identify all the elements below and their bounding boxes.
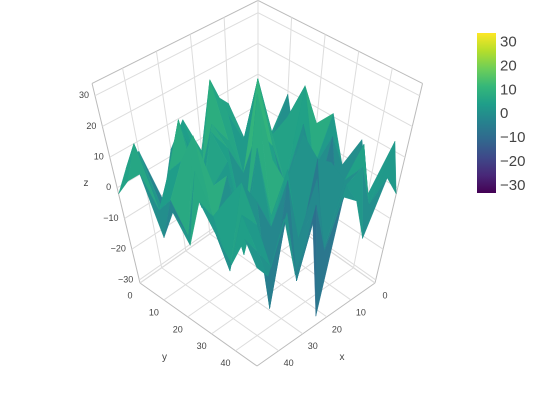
z-tick-label: 20 — [86, 121, 96, 131]
z-tick-label: −30 — [118, 274, 133, 284]
y-tick-label: 40 — [221, 358, 231, 368]
z-grid-line — [257, 12, 420, 97]
z-tick-label: −10 — [103, 213, 118, 223]
colorbar-tick-label: −10 — [500, 129, 525, 146]
z-grid-line — [102, 42, 259, 127]
y-tick-label: 20 — [173, 324, 183, 334]
colorbar: −30 −20 −10 0 10 20 30 — [477, 33, 525, 194]
surface-patch — [127, 142, 160, 211]
scene-edge — [91, 0, 259, 84]
z-grid-line — [257, 42, 413, 127]
axis-labels: 0 10 20 30 40 0 10 20 30 40 −30 −20 −10 0 10 20 30 x y z — [79, 90, 388, 368]
y-grid-line — [235, 267, 354, 352]
colorbar-tick-label: 10 — [500, 81, 517, 98]
x-tick-label: 10 — [356, 307, 366, 317]
scene-edge — [256, 282, 376, 367]
z-tick-label: −20 — [111, 244, 126, 254]
x-grid-line — [161, 267, 279, 352]
colorbar-tick-label: 30 — [500, 34, 517, 51]
scene-edge — [91, 83, 141, 284]
x-tick-label: 0 — [382, 290, 387, 300]
y-tick-label: 30 — [197, 341, 207, 351]
colorbar-tick-label: −30 — [500, 177, 525, 194]
z-axis-title: z — [84, 178, 89, 189]
z-grid-line — [109, 73, 259, 158]
z-tick-label: 0 — [106, 182, 111, 192]
scene-edge — [374, 83, 424, 284]
y-grid-line — [187, 233, 307, 318]
y-axis-title: y — [162, 352, 167, 363]
colorbar-tick-label: −20 — [500, 153, 525, 170]
colorbar-tick-label: 0 — [500, 105, 508, 122]
colorbar-gradient — [477, 33, 496, 193]
surface-patch — [244, 239, 269, 277]
scene-edge — [257, 0, 423, 84]
x-tick-label: 40 — [284, 358, 294, 368]
z-tick-label: 10 — [94, 152, 104, 162]
y-tick-label: 0 — [127, 290, 132, 300]
x-tick-label: 30 — [308, 341, 318, 351]
y-tick-label: 10 — [149, 307, 159, 317]
x-tick-label: 20 — [332, 324, 342, 334]
z-grid-line — [94, 12, 259, 97]
x-grid-line — [185, 250, 304, 335]
colorbar-tick-label: 20 — [500, 57, 517, 74]
x-axis-title: x — [340, 352, 345, 363]
surface — [118, 78, 397, 317]
scene-edge — [139, 282, 258, 367]
z-tick-label: 30 — [79, 90, 89, 100]
